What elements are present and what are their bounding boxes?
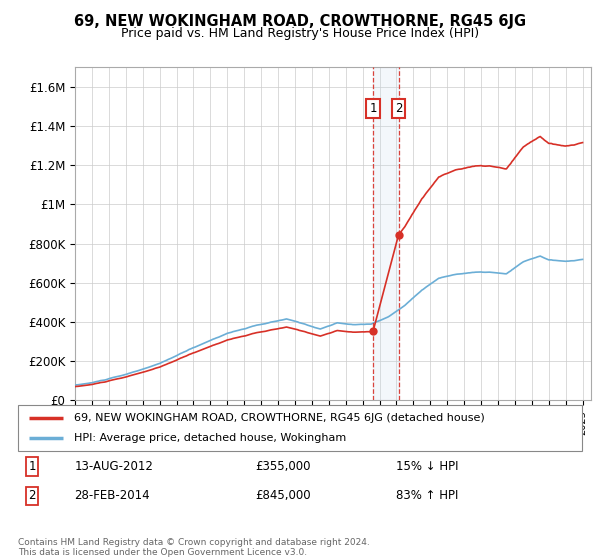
Text: 1: 1	[28, 460, 36, 473]
Text: 83% ↑ HPI: 83% ↑ HPI	[396, 489, 458, 502]
FancyBboxPatch shape	[18, 405, 582, 451]
Text: 2: 2	[28, 489, 36, 502]
Text: Price paid vs. HM Land Registry's House Price Index (HPI): Price paid vs. HM Land Registry's House …	[121, 27, 479, 40]
Text: 69, NEW WOKINGHAM ROAD, CROWTHORNE, RG45 6JG: 69, NEW WOKINGHAM ROAD, CROWTHORNE, RG45…	[74, 14, 526, 29]
Text: 1: 1	[370, 102, 377, 115]
Text: Contains HM Land Registry data © Crown copyright and database right 2024.
This d: Contains HM Land Registry data © Crown c…	[18, 538, 370, 557]
Text: 69, NEW WOKINGHAM ROAD, CROWTHORNE, RG45 6JG (detached house): 69, NEW WOKINGHAM ROAD, CROWTHORNE, RG45…	[74, 413, 485, 423]
Bar	[373, 67, 398, 400]
Text: 13-AUG-2012: 13-AUG-2012	[74, 460, 153, 473]
Text: £355,000: £355,000	[255, 460, 310, 473]
Text: £845,000: £845,000	[255, 489, 311, 502]
Text: 15% ↓ HPI: 15% ↓ HPI	[396, 460, 458, 473]
Text: 28-FEB-2014: 28-FEB-2014	[74, 489, 150, 502]
Text: HPI: Average price, detached house, Wokingham: HPI: Average price, detached house, Woki…	[74, 433, 347, 443]
Text: 2: 2	[395, 102, 403, 115]
